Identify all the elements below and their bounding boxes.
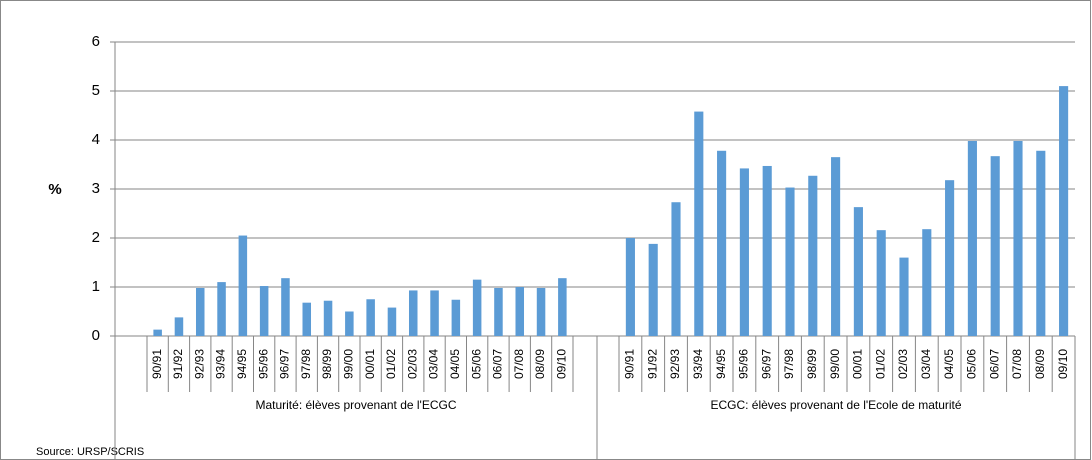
x-tick-label: 02/03 — [896, 349, 910, 379]
x-tick-label: 05/06 — [965, 349, 979, 379]
x-tick-label: 96/97 — [759, 349, 773, 379]
bar — [408, 290, 418, 336]
bar — [853, 207, 863, 336]
bar — [153, 329, 162, 336]
x-tick-label: 08/09 — [533, 349, 547, 379]
bar — [558, 278, 567, 336]
bar — [717, 150, 727, 336]
x-tick-label: 03/04 — [919, 349, 933, 379]
x-tick-label: 03/04 — [427, 349, 441, 379]
bar — [515, 287, 525, 336]
bar — [694, 111, 704, 336]
x-tick-label: 92/93 — [192, 349, 206, 379]
source-note: Source: URSP/SCRIS — [36, 446, 144, 458]
x-tick-label: 91/92 — [171, 349, 185, 379]
bar — [366, 299, 375, 336]
y-tick-label: 1 — [92, 278, 100, 295]
bar — [625, 238, 635, 336]
bar — [785, 187, 795, 336]
y-tick-label: 6 — [92, 33, 100, 50]
x-tick-label: 98/99 — [320, 349, 334, 379]
y-tick-label: 5 — [92, 82, 100, 99]
bar — [1013, 140, 1023, 336]
x-tick-label: 06/07 — [491, 349, 505, 379]
x-tick-label: 95/96 — [256, 349, 270, 379]
bar — [302, 302, 312, 336]
x-tick-label: 01/02 — [384, 349, 398, 379]
bar — [536, 287, 546, 336]
bar — [259, 286, 269, 336]
bar — [238, 235, 248, 336]
y-tick-label: 3 — [92, 180, 100, 197]
bar — [808, 175, 818, 336]
bar — [174, 317, 184, 336]
y-tick-label: 4 — [92, 131, 100, 148]
bar — [831, 157, 841, 336]
x-tick-label: 99/00 — [828, 349, 842, 379]
x-tick-label: 00/01 — [851, 349, 865, 379]
x-tick-label: 09/10 — [555, 349, 569, 379]
bar — [990, 156, 1000, 336]
bar — [387, 307, 397, 336]
x-tick-label: 96/97 — [278, 349, 292, 379]
bar — [430, 290, 439, 336]
bar — [945, 180, 955, 336]
y-axis-label: % — [48, 181, 61, 198]
x-tick-label: 97/98 — [299, 349, 313, 379]
bar — [739, 168, 749, 336]
bar — [195, 287, 205, 336]
x-tick-label: 90/91 — [623, 349, 637, 379]
x-tick-label: 07/08 — [512, 349, 526, 379]
x-tick-label: 99/00 — [342, 349, 356, 379]
bar — [217, 282, 226, 336]
bar — [472, 279, 482, 336]
x-tick-label: 07/08 — [1010, 349, 1024, 379]
x-tick-label: 95/96 — [737, 349, 751, 379]
x-tick-label: 01/02 — [873, 349, 887, 379]
group-label: ECGC: élèves provenant de l'Ecole de mat… — [710, 398, 961, 412]
x-tick-label: 91/92 — [645, 349, 659, 379]
x-tick-label: 00/01 — [363, 349, 377, 379]
y-tick-label: 0 — [92, 327, 100, 344]
x-tick-label: 02/03 — [405, 349, 419, 379]
bar — [922, 229, 932, 336]
x-tick-label: 04/05 — [942, 349, 956, 379]
x-tick-label: 94/95 — [714, 349, 728, 379]
bar — [1059, 86, 1069, 336]
x-tick-label: 93/94 — [691, 349, 705, 379]
bar — [671, 202, 681, 336]
bar — [323, 300, 333, 336]
bar — [1036, 150, 1046, 336]
x-tick-label: 93/94 — [214, 349, 228, 379]
bar — [876, 230, 886, 336]
x-tick-label: 94/95 — [235, 349, 249, 379]
x-tick-label: 06/07 — [987, 349, 1001, 379]
bar — [345, 311, 354, 336]
x-tick-label: 08/09 — [1033, 349, 1047, 379]
bar — [281, 278, 290, 336]
bar — [451, 299, 461, 336]
x-tick-label: 90/91 — [150, 349, 164, 379]
bar — [967, 140, 977, 336]
bar — [648, 243, 658, 336]
x-tick-label: 98/99 — [805, 349, 819, 379]
bar — [762, 165, 772, 336]
group-label: Maturité: élèves provenant de l'ECGC — [255, 398, 456, 412]
bar — [899, 257, 909, 336]
y-tick-label: 2 — [92, 229, 100, 246]
x-tick-label: 04/05 — [448, 349, 462, 379]
x-tick-label: 92/93 — [668, 349, 682, 379]
bar — [494, 287, 503, 336]
x-tick-label: 05/06 — [469, 349, 483, 379]
x-tick-label: 97/98 — [782, 349, 796, 379]
x-tick-label: 09/10 — [1056, 349, 1070, 379]
